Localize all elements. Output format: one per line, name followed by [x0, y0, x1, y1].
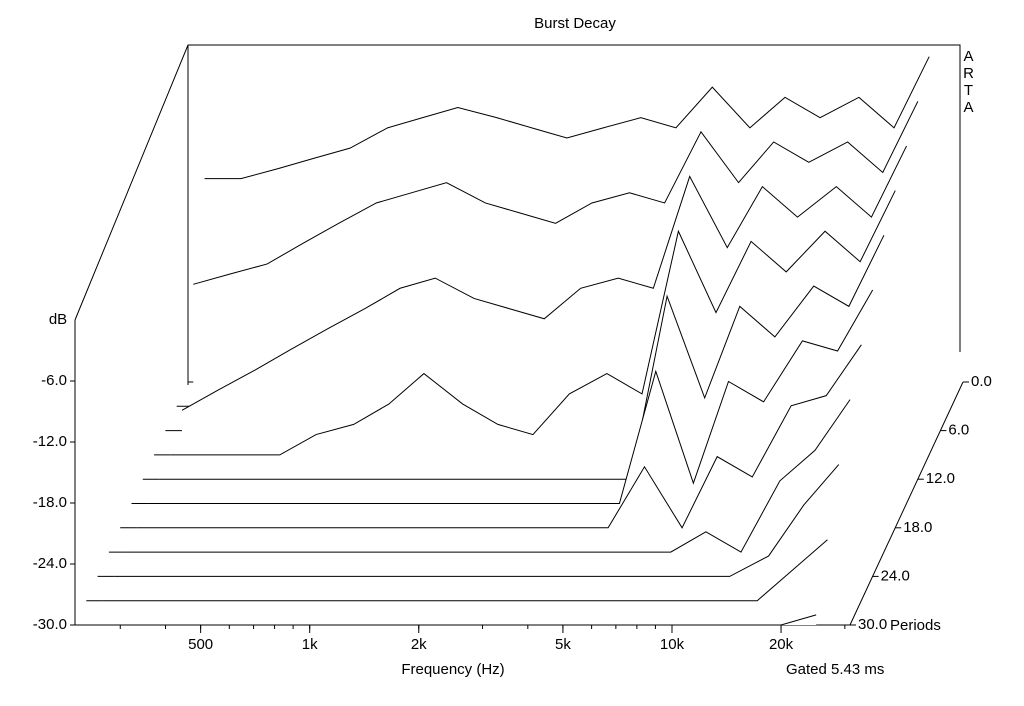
- y-tick-label: -18.0: [33, 494, 67, 511]
- z-tick-label: 18.0: [903, 519, 932, 536]
- slice-line: [148, 289, 874, 504]
- x-tick-label: 500: [188, 636, 213, 653]
- slice-line: [204, 56, 930, 180]
- slice-line: [170, 190, 896, 456]
- slice-fill: [159, 235, 884, 480]
- slice-line: [91, 614, 817, 626]
- x-tick-label: 1k: [302, 636, 318, 653]
- slice-fill: [125, 399, 851, 553]
- back-frame: [74, 44, 961, 352]
- z-axis-label: Periods: [890, 617, 941, 634]
- z-tick-label: 30.0: [858, 616, 887, 633]
- slice-fill: [91, 614, 817, 625]
- y-tick-label: -30.0: [33, 616, 67, 633]
- x-tick-label: 2k: [411, 636, 427, 653]
- x-axis-label: Frequency (Hz): [401, 661, 504, 678]
- slice-line: [136, 344, 862, 529]
- z-tick-label: 0.0: [971, 373, 992, 390]
- y-tick-label: -12.0: [33, 433, 67, 450]
- slice-line: [114, 464, 840, 577]
- z-tick-label: 24.0: [881, 567, 910, 584]
- y-tick-label: -24.0: [33, 555, 67, 572]
- chart-title: Burst Decay: [534, 15, 616, 32]
- watermark: ARTA: [963, 48, 974, 116]
- x-tick-label: 10k: [660, 636, 685, 653]
- slice-line: [102, 539, 828, 602]
- frame: [74, 44, 961, 385]
- z-axis: [849, 381, 964, 626]
- x-tick-label: 20k: [769, 636, 794, 653]
- y-axis-label: dB: [49, 311, 67, 328]
- slice-fill: [114, 464, 839, 577]
- z-tick-label: 12.0: [926, 470, 955, 487]
- slice-line: [159, 234, 885, 480]
- x-tick-label: 5k: [555, 636, 571, 653]
- z-tick-label: 6.0: [948, 422, 969, 439]
- slice-line: [125, 399, 851, 553]
- y-tick-label: -6.0: [41, 372, 67, 389]
- slice-line: [193, 101, 919, 285]
- slice-line: [181, 145, 908, 411]
- annotation: Gated 5.43 ms: [786, 661, 884, 678]
